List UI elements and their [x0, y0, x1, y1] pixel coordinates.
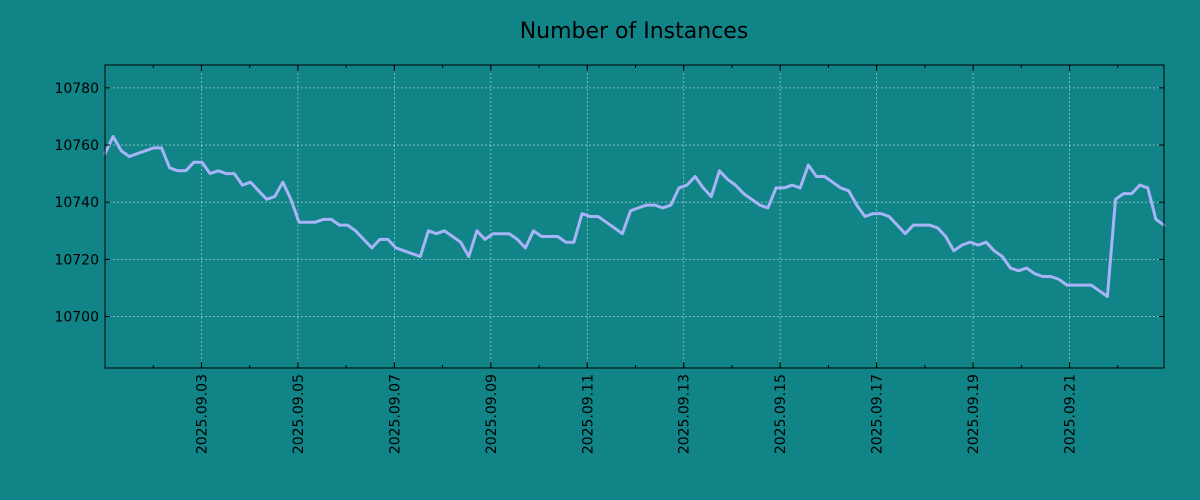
x-tick-label: 2025.09.09 — [484, 374, 500, 454]
x-tick-label: 2025.09.11 — [580, 374, 596, 454]
x-tick-label: 2025.09.03 — [194, 374, 210, 454]
plot-frame — [104, 64, 1165, 369]
x-tick-label: 2025.09.19 — [966, 374, 982, 454]
y-tick-label: 10760 — [54, 138, 99, 154]
series-layer — [103, 135, 1166, 298]
x-tick-label: 2025.09.15 — [773, 374, 789, 454]
series-line — [103, 135, 1166, 298]
x-tick-label: 2025.09.17 — [870, 374, 886, 454]
y-tick-label: 10720 — [54, 252, 99, 268]
x-tick-label: 2025.09.07 — [387, 374, 403, 454]
x-tick-label: 2025.09.13 — [677, 374, 693, 454]
x-tick-label: 2025.09.21 — [1063, 374, 1079, 454]
chart-title: Number of Instances — [520, 19, 749, 44]
x-tick-label: 2025.09.05 — [291, 374, 307, 454]
grid — [105, 65, 1164, 368]
y-tick-label: 10700 — [54, 310, 99, 326]
y-tick-label: 10740 — [54, 195, 99, 211]
ticks: 10700 10720 10740 10760 10780 2025.09.03 2025.… — [54, 65, 1164, 454]
y-tick-label: 10780 — [54, 81, 99, 97]
